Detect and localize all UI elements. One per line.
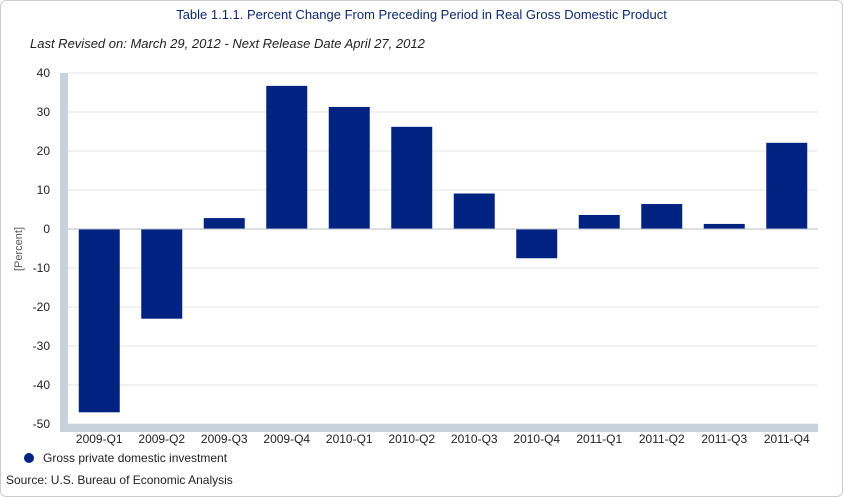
legend-marker	[24, 453, 34, 463]
y-tick-label: 30	[37, 105, 51, 119]
x-tick-label: 2010-Q1	[326, 432, 373, 446]
bar	[328, 106, 370, 229]
y-tick-label: -20	[33, 300, 51, 314]
x-tick-label: 2009-Q2	[138, 432, 185, 446]
x-tick-label: 2009-Q3	[201, 432, 248, 446]
bar	[703, 223, 745, 229]
bar	[516, 229, 558, 259]
x-tick-label: 2011-Q4	[764, 432, 810, 446]
bar	[453, 193, 495, 229]
y-tick-label: -50	[33, 417, 51, 431]
bar	[766, 142, 808, 229]
bar	[78, 229, 120, 413]
y-axis-band	[60, 73, 68, 425]
bar	[391, 126, 433, 229]
source-note: Source: U.S. Bureau of Economic Analysis	[6, 473, 233, 487]
y-axis-label: [Percent]	[13, 227, 25, 271]
x-tick-label: 2009-Q1	[76, 432, 123, 446]
y-tick-label: 20	[37, 144, 51, 158]
x-tick-label: 2010-Q3	[451, 432, 498, 446]
x-tick-label: 2010-Q2	[388, 432, 435, 446]
chart-title: Table 1.1.1. Percent Change From Precedi…	[176, 7, 667, 22]
bar	[141, 229, 183, 319]
x-tick-label: 2011-Q3	[701, 432, 747, 446]
bar	[266, 85, 308, 230]
chart-subtitle: Last Revised on: March 29, 2012 - Next R…	[30, 36, 425, 51]
y-tick-label: 0	[43, 222, 50, 236]
y-tick-label: -30	[33, 339, 51, 353]
x-tick-label: 2011-Q2	[639, 432, 685, 446]
x-tick-labels: 2009-Q1 2009-Q2 2009-Q3 2009-Q4 2010-Q1 2010-…	[76, 432, 810, 446]
y-tick-labels: 40 30 20 10 0 -10 -20 -30 -40 -50	[33, 66, 51, 431]
y-tick-label: 40	[37, 66, 51, 80]
bar	[578, 214, 620, 229]
y-tick-label: -10	[33, 261, 51, 275]
bar	[203, 218, 245, 229]
legend-label: Gross private domestic investment	[43, 451, 228, 465]
bar	[641, 204, 683, 229]
x-tick-label: 2010-Q4	[513, 432, 560, 446]
x-axis-band	[60, 424, 818, 432]
bars	[78, 85, 808, 413]
y-tick-label: 10	[37, 183, 51, 197]
y-tick-label: -40	[33, 378, 51, 392]
x-tick-label: 2011-Q1	[576, 432, 622, 446]
legend: Gross private domestic investment	[24, 450, 227, 466]
x-tick-label: 2009-Q4	[263, 432, 310, 446]
